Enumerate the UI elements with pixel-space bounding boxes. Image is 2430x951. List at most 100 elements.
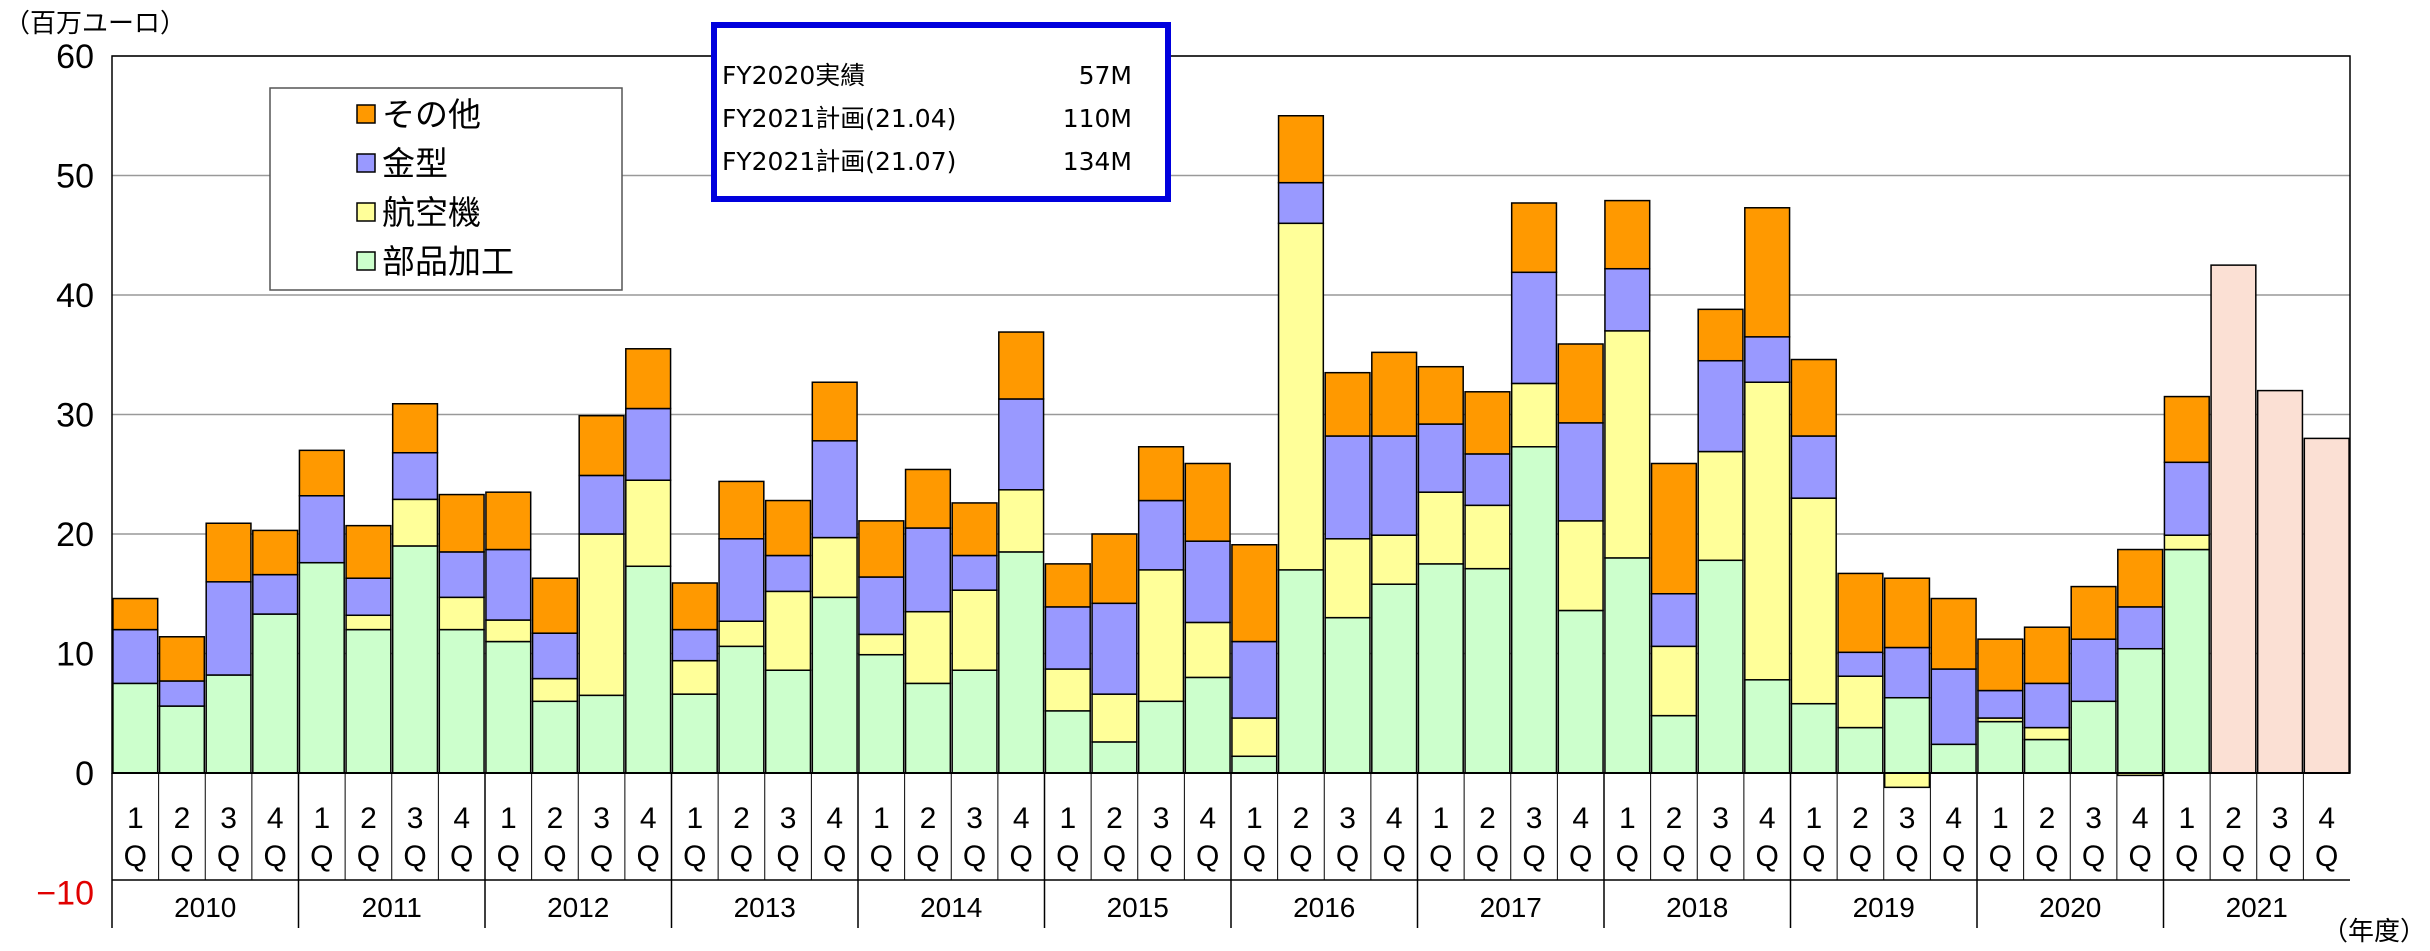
quarter-suffix-label: Q — [590, 840, 613, 873]
bar-segment — [1557, 422, 1604, 522]
quarter-suffix-label: Q — [310, 840, 333, 873]
bar-segment — [158, 680, 206, 707]
bar-segment — [1044, 563, 1091, 608]
bar-segment — [2117, 548, 2164, 608]
bar-segment — [298, 449, 345, 497]
bar-segment — [1464, 391, 1511, 455]
bar-segment — [998, 331, 1045, 400]
quarter-number-label: 3 — [593, 802, 610, 835]
bar-segment — [904, 610, 952, 685]
legend-swatch — [356, 104, 376, 124]
bar-segment — [1371, 534, 1418, 585]
quarter-suffix-label: Q — [637, 840, 660, 873]
bar-segment — [1184, 676, 1231, 774]
quarter-number-label: 3 — [1526, 802, 1543, 835]
bar-segment — [1883, 772, 1931, 789]
info-row-label: FY2020実績 — [722, 61, 865, 90]
quarter-suffix-label: Q — [357, 840, 380, 873]
bar-segment — [1371, 583, 1418, 774]
quarter-number-label: 4 — [826, 802, 843, 835]
bar-segment — [2117, 647, 2164, 774]
year-label: 2010 — [174, 892, 236, 923]
bar-segment — [1977, 638, 2024, 692]
quarter-suffix-label: Q — [963, 840, 986, 873]
bar-segment — [1464, 567, 1511, 774]
bar-segment — [1324, 616, 1371, 774]
y-tick-label: 60 — [56, 38, 94, 76]
y-tick-label: 40 — [56, 277, 94, 315]
bar-segment — [1044, 606, 1091, 670]
bar-segment — [1883, 646, 1931, 699]
quarter-suffix-label: Q — [683, 840, 706, 873]
quarter-suffix-label: Q — [1569, 840, 1592, 873]
bar-segment — [904, 527, 952, 613]
quarter-suffix-label: Q — [1522, 840, 1545, 873]
bar-segment — [998, 551, 1045, 774]
bar-segment — [625, 479, 672, 568]
quarter-suffix-label: Q — [870, 840, 893, 873]
quarter-suffix-label: Q — [1989, 840, 2012, 873]
bar-segment — [718, 645, 765, 774]
bar-segment — [345, 614, 392, 631]
bar-segment — [158, 705, 206, 774]
bar-segment — [1464, 453, 1511, 507]
quarter-suffix-label: Q — [1336, 840, 1359, 873]
bar-segment — [2210, 264, 2257, 774]
bar-segment — [252, 613, 299, 774]
bar-segment — [1604, 557, 1651, 774]
bar-segment — [2163, 395, 2210, 464]
info-row-value: 57M — [1079, 61, 1132, 90]
bar-segment — [671, 693, 718, 774]
bar-segment — [1184, 540, 1231, 624]
quarter-suffix-label: Q — [170, 840, 193, 873]
bar-segment — [2070, 700, 2117, 774]
bar-segment — [858, 520, 905, 578]
bar-segment — [2256, 389, 2304, 774]
bar-segment — [1417, 563, 1464, 774]
bar-segment — [1091, 533, 1138, 605]
bar-segment — [298, 495, 345, 564]
year-label: 2020 — [2039, 892, 2101, 923]
bar-segment — [2163, 461, 2210, 536]
bar-segment — [1883, 577, 1931, 649]
legend-entry-label: 部品加工 — [382, 242, 514, 281]
bar-segment — [671, 659, 718, 695]
quarter-suffix-label: Q — [730, 840, 753, 873]
bar-segment — [438, 493, 485, 553]
quarter-suffix-label: Q — [1709, 840, 1732, 873]
quarter-number-label: 2 — [1293, 802, 1310, 835]
bar-segment — [1744, 207, 1791, 338]
bar-segment — [2023, 726, 2071, 741]
bar-segment — [858, 653, 905, 774]
bar-segment — [345, 524, 392, 579]
quarter-number-label: 3 — [1153, 802, 1170, 835]
info-box-frame — [711, 22, 1171, 202]
bar-segment — [858, 576, 905, 636]
legend-swatch — [356, 202, 376, 222]
bar-segment — [485, 491, 532, 551]
year-label: 2012 — [547, 892, 609, 923]
bar-segment — [2117, 606, 2164, 650]
bar-segment — [1790, 358, 1837, 437]
bar-segment — [2303, 437, 2350, 774]
legend-entry-label: その他 — [382, 95, 481, 134]
bar-segment — [904, 468, 952, 529]
quarter-suffix-label: Q — [1429, 840, 1452, 873]
info-row-label: FY2021計画(21.07) — [722, 147, 956, 176]
bar-segment — [1231, 544, 1278, 643]
bar-segment — [205, 522, 252, 583]
bar-segment — [1650, 645, 1698, 717]
quarter-number-label: 1 — [1432, 802, 1449, 835]
year-label: 2019 — [1853, 892, 1915, 923]
bar-segment — [718, 620, 765, 648]
quarter-number-label: 1 — [1992, 802, 2009, 835]
bar-segment — [1231, 717, 1278, 758]
quarter-number-label: 2 — [733, 802, 750, 835]
bar-segment — [1044, 668, 1091, 712]
bar-segment — [205, 674, 252, 774]
quarter-number-label: 4 — [1013, 802, 1030, 835]
bar-segment — [438, 628, 485, 774]
bar-segment — [1417, 365, 1464, 425]
quarter-suffix-label: Q — [1662, 840, 1685, 873]
bar-segment — [1837, 726, 1884, 774]
